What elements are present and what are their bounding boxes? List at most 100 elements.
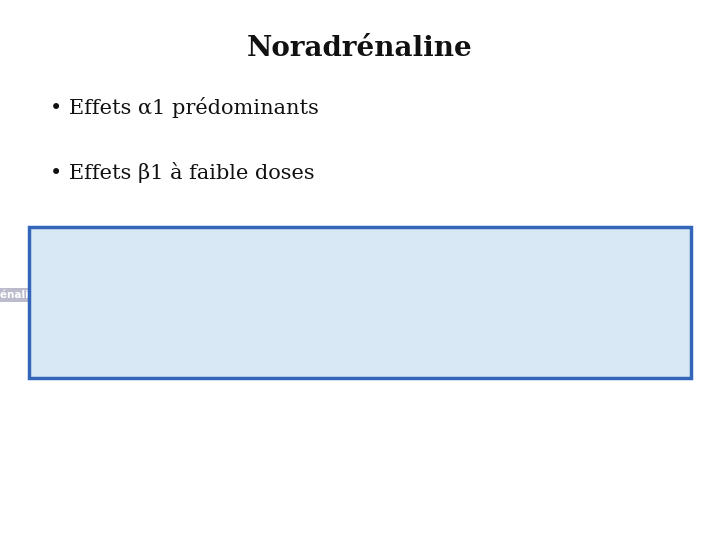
Polygon shape bbox=[159, 256, 161, 334]
Polygon shape bbox=[575, 256, 577, 334]
Polygon shape bbox=[596, 264, 598, 326]
Polygon shape bbox=[432, 256, 433, 334]
Polygon shape bbox=[219, 256, 221, 334]
Polygon shape bbox=[608, 271, 609, 320]
Polygon shape bbox=[345, 256, 346, 334]
Polygon shape bbox=[291, 256, 292, 334]
Polygon shape bbox=[341, 256, 343, 334]
Polygon shape bbox=[366, 256, 368, 334]
Polygon shape bbox=[252, 256, 254, 334]
Polygon shape bbox=[354, 256, 356, 334]
Polygon shape bbox=[455, 256, 456, 334]
Polygon shape bbox=[82, 256, 84, 334]
Polygon shape bbox=[184, 256, 186, 334]
Polygon shape bbox=[86, 256, 88, 334]
Polygon shape bbox=[190, 256, 192, 334]
Polygon shape bbox=[333, 256, 335, 334]
Polygon shape bbox=[248, 256, 250, 334]
Polygon shape bbox=[306, 256, 308, 334]
Text: Noradrénaline: Noradrénaline bbox=[247, 35, 473, 62]
Polygon shape bbox=[356, 256, 359, 334]
Polygon shape bbox=[314, 256, 316, 334]
Polygon shape bbox=[503, 256, 505, 334]
Polygon shape bbox=[318, 256, 320, 334]
Polygon shape bbox=[600, 266, 602, 324]
Polygon shape bbox=[107, 256, 109, 334]
Polygon shape bbox=[289, 256, 291, 334]
Polygon shape bbox=[346, 256, 348, 334]
Polygon shape bbox=[422, 256, 424, 334]
Polygon shape bbox=[391, 256, 393, 334]
Polygon shape bbox=[410, 256, 413, 334]
Polygon shape bbox=[501, 256, 503, 334]
Polygon shape bbox=[625, 280, 627, 310]
Polygon shape bbox=[487, 256, 490, 334]
Polygon shape bbox=[225, 256, 227, 334]
Polygon shape bbox=[513, 256, 515, 334]
Polygon shape bbox=[144, 256, 145, 334]
Text: 3: 3 bbox=[456, 231, 462, 240]
Text: Noradrénaline: Noradrénaline bbox=[0, 290, 43, 300]
Polygon shape bbox=[521, 256, 523, 334]
Polygon shape bbox=[385, 256, 387, 334]
Polygon shape bbox=[554, 256, 555, 334]
Polygon shape bbox=[337, 256, 339, 334]
Polygon shape bbox=[217, 256, 219, 334]
Polygon shape bbox=[424, 256, 426, 334]
Polygon shape bbox=[401, 256, 402, 334]
Text: 4 µg/kg / mn: 4 µg/kg / mn bbox=[616, 231, 669, 240]
Polygon shape bbox=[223, 256, 225, 334]
Polygon shape bbox=[156, 256, 157, 334]
Polygon shape bbox=[215, 256, 217, 334]
Polygon shape bbox=[72, 256, 74, 334]
Polygon shape bbox=[105, 256, 107, 334]
Polygon shape bbox=[456, 256, 459, 334]
Polygon shape bbox=[644, 291, 646, 299]
Polygon shape bbox=[439, 256, 441, 334]
Polygon shape bbox=[370, 256, 372, 334]
Polygon shape bbox=[267, 256, 269, 334]
Polygon shape bbox=[397, 256, 399, 334]
Polygon shape bbox=[573, 256, 575, 334]
Polygon shape bbox=[173, 256, 175, 334]
Polygon shape bbox=[563, 256, 565, 334]
Polygon shape bbox=[606, 269, 608, 321]
Text: 1: 1 bbox=[172, 231, 178, 240]
Polygon shape bbox=[233, 256, 235, 334]
Polygon shape bbox=[227, 256, 229, 334]
Polygon shape bbox=[470, 256, 472, 334]
Polygon shape bbox=[221, 256, 223, 334]
Polygon shape bbox=[167, 256, 169, 334]
Polygon shape bbox=[569, 256, 571, 334]
Polygon shape bbox=[413, 256, 414, 334]
Polygon shape bbox=[206, 256, 207, 334]
Polygon shape bbox=[256, 256, 258, 334]
Polygon shape bbox=[235, 256, 237, 334]
Polygon shape bbox=[125, 256, 127, 334]
Polygon shape bbox=[405, 256, 407, 334]
Text: • Effets α1 prédominants: • Effets α1 prédominants bbox=[50, 97, 319, 118]
Polygon shape bbox=[140, 256, 142, 334]
Polygon shape bbox=[377, 256, 379, 334]
Polygon shape bbox=[463, 256, 464, 334]
Polygon shape bbox=[210, 256, 212, 334]
Polygon shape bbox=[186, 256, 188, 334]
Polygon shape bbox=[120, 256, 122, 334]
Polygon shape bbox=[148, 256, 150, 334]
Polygon shape bbox=[297, 256, 298, 334]
Text: Risque: Risque bbox=[522, 280, 554, 289]
Polygon shape bbox=[571, 256, 573, 334]
Polygon shape bbox=[382, 256, 383, 334]
Polygon shape bbox=[511, 256, 513, 334]
Polygon shape bbox=[134, 256, 136, 334]
Polygon shape bbox=[329, 256, 331, 334]
Polygon shape bbox=[279, 256, 281, 334]
Polygon shape bbox=[650, 294, 652, 296]
Polygon shape bbox=[192, 256, 194, 334]
Polygon shape bbox=[416, 256, 418, 334]
Polygon shape bbox=[627, 281, 629, 309]
Polygon shape bbox=[328, 256, 329, 334]
Polygon shape bbox=[648, 293, 650, 297]
Polygon shape bbox=[127, 256, 128, 334]
Polygon shape bbox=[254, 256, 256, 334]
